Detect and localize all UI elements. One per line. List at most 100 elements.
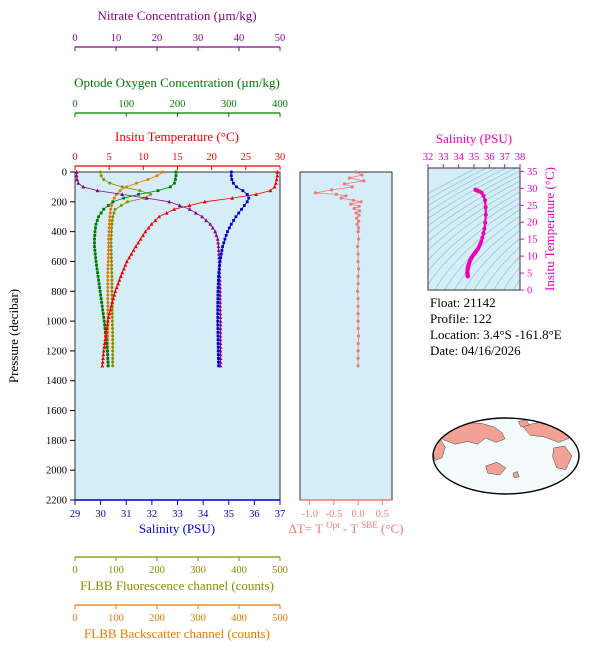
backscatter-profile-marker bbox=[106, 271, 109, 274]
fluorescence-profile-marker bbox=[111, 361, 114, 364]
fluorescence-profile-marker bbox=[121, 185, 124, 188]
backscatter-profile-marker bbox=[107, 245, 110, 248]
nitrate-tick-label: 20 bbox=[152, 33, 163, 44]
ts-curve-marker bbox=[482, 194, 486, 198]
salinity-profile-marker bbox=[216, 327, 219, 330]
fluorescence-profile-marker bbox=[111, 364, 114, 367]
delta-profile-marker bbox=[353, 207, 356, 210]
salinity-tick-label: 32 bbox=[147, 509, 158, 520]
backscatter-profile-marker bbox=[106, 297, 109, 300]
backscatter-tick-label: 200 bbox=[149, 613, 165, 624]
fluorescence-profile-marker bbox=[149, 193, 152, 196]
salinity-profile-marker bbox=[217, 275, 220, 278]
delta-label-part: ΔT= T bbox=[289, 521, 324, 536]
oxygen-profile-marker bbox=[102, 312, 105, 315]
oxygen-tick-label: 0 bbox=[72, 99, 77, 110]
salinity-profile-marker bbox=[216, 301, 219, 304]
delta-profile-marker bbox=[314, 191, 317, 194]
nitrate-tick-label: 10 bbox=[111, 33, 122, 44]
fluorescence-profile-marker bbox=[99, 171, 102, 174]
delta-profile-marker bbox=[357, 334, 360, 337]
backscatter-profile-marker bbox=[156, 174, 159, 177]
ts-curve-marker bbox=[484, 213, 488, 217]
backscatter-profile-marker bbox=[162, 171, 165, 174]
salinity-profile-marker bbox=[240, 208, 243, 211]
salinity-tick-label: 34 bbox=[198, 509, 209, 520]
backscatter-profile-marker bbox=[146, 178, 149, 181]
backscatter-tick-label: 100 bbox=[108, 613, 124, 624]
oxygen-profile-marker bbox=[99, 290, 102, 293]
oxygen-profile-marker bbox=[122, 197, 125, 200]
delta-profile-marker bbox=[357, 226, 360, 229]
oxygen-profile-marker bbox=[175, 174, 178, 177]
backscatter-tick-label: 500 bbox=[272, 613, 288, 624]
backscatter-profile-marker bbox=[106, 290, 109, 293]
salinity-tick-label: 29 bbox=[70, 509, 81, 520]
salinity-tick-label: 33 bbox=[172, 509, 183, 520]
salinity-profile-marker bbox=[230, 223, 233, 226]
salinity-profile-marker bbox=[230, 171, 233, 174]
delta-profile-marker bbox=[357, 364, 360, 367]
salinity-profile-marker bbox=[217, 279, 220, 282]
delta-profile-marker bbox=[357, 305, 360, 308]
salinity-profile-marker bbox=[228, 227, 231, 230]
oxygen-profile-marker bbox=[94, 256, 97, 259]
delta-profile-marker bbox=[357, 349, 360, 352]
salinity-profile-marker bbox=[224, 238, 227, 241]
fluorescence-profile-marker bbox=[138, 189, 141, 192]
salinity-profile-marker bbox=[217, 282, 220, 285]
backscatter-profile-marker bbox=[107, 260, 110, 263]
backscatter-profile-marker bbox=[113, 197, 116, 200]
oxygen-profile-marker bbox=[99, 294, 102, 297]
ts-temperature-tick-label: 10 bbox=[527, 252, 538, 263]
ts-curve-marker bbox=[466, 274, 470, 278]
salinity-profile-marker bbox=[220, 253, 223, 256]
nitrate-axis-label: Nitrate Concentration (µm/kg) bbox=[97, 8, 256, 23]
salinity-profile-marker bbox=[217, 350, 220, 353]
ts-curve-marker bbox=[483, 198, 487, 202]
ts-salinity-tick-label: 34 bbox=[453, 152, 464, 163]
oxygen-profile-marker bbox=[95, 260, 98, 263]
fluorescence-axis-label: FLBB Fluorescence channel (counts) bbox=[80, 578, 274, 593]
fluorescence-profile-marker bbox=[110, 282, 113, 285]
salinity-profile-marker bbox=[216, 305, 219, 308]
oxygen-profile-marker bbox=[94, 227, 97, 230]
oxygen-profile-marker bbox=[106, 353, 109, 356]
ts-temperature-tick-label: 20 bbox=[527, 218, 538, 229]
backscatter-tick-label: 300 bbox=[190, 613, 206, 624]
ts-temperature-tick-label: 35 bbox=[527, 167, 538, 178]
info-float: Float: 21142 bbox=[430, 295, 496, 310]
fluorescence-profile-marker bbox=[110, 286, 113, 289]
delta-profile-marker bbox=[357, 260, 360, 263]
oxygen-profile-marker bbox=[97, 279, 100, 282]
oxygen-profile-marker bbox=[96, 219, 99, 222]
delta-label-part: (°C) bbox=[381, 521, 404, 536]
oxygen-profile-marker bbox=[93, 245, 96, 248]
backscatter-profile-marker bbox=[106, 279, 109, 282]
backscatter-profile-marker bbox=[119, 189, 122, 192]
fluorescence-profile-marker bbox=[110, 249, 113, 252]
backscatter-profile-marker bbox=[109, 208, 112, 211]
salinity-profile-marker bbox=[237, 212, 240, 215]
delta-panel-bg bbox=[300, 172, 392, 500]
salinity-tick-label: 35 bbox=[224, 509, 235, 520]
salinity-profile-marker bbox=[221, 249, 224, 252]
salinity-profile-marker bbox=[232, 182, 235, 185]
delta-profile-marker bbox=[356, 223, 359, 226]
oxygen-profile-marker bbox=[102, 208, 105, 211]
salinity-profile-marker bbox=[226, 230, 229, 233]
pressure-tick-label: 200 bbox=[51, 197, 67, 208]
delta-profile-marker bbox=[357, 230, 360, 233]
backscatter-profile-marker bbox=[106, 282, 109, 285]
salinity-profile-marker bbox=[221, 245, 224, 248]
fluorescence-profile-marker bbox=[110, 279, 113, 282]
ts-salinity-tick-label: 38 bbox=[515, 152, 526, 163]
backscatter-profile-marker bbox=[107, 234, 110, 237]
fluorescence-profile-marker bbox=[100, 174, 103, 177]
delta-tick-label: -1.0 bbox=[301, 509, 318, 520]
fluorescence-profile-marker bbox=[111, 327, 114, 330]
fluorescence-profile-marker bbox=[111, 353, 114, 356]
temperature-tick-label: 5 bbox=[107, 152, 112, 163]
salinity-profile-marker bbox=[222, 241, 225, 244]
delta-profile-marker bbox=[357, 342, 360, 345]
